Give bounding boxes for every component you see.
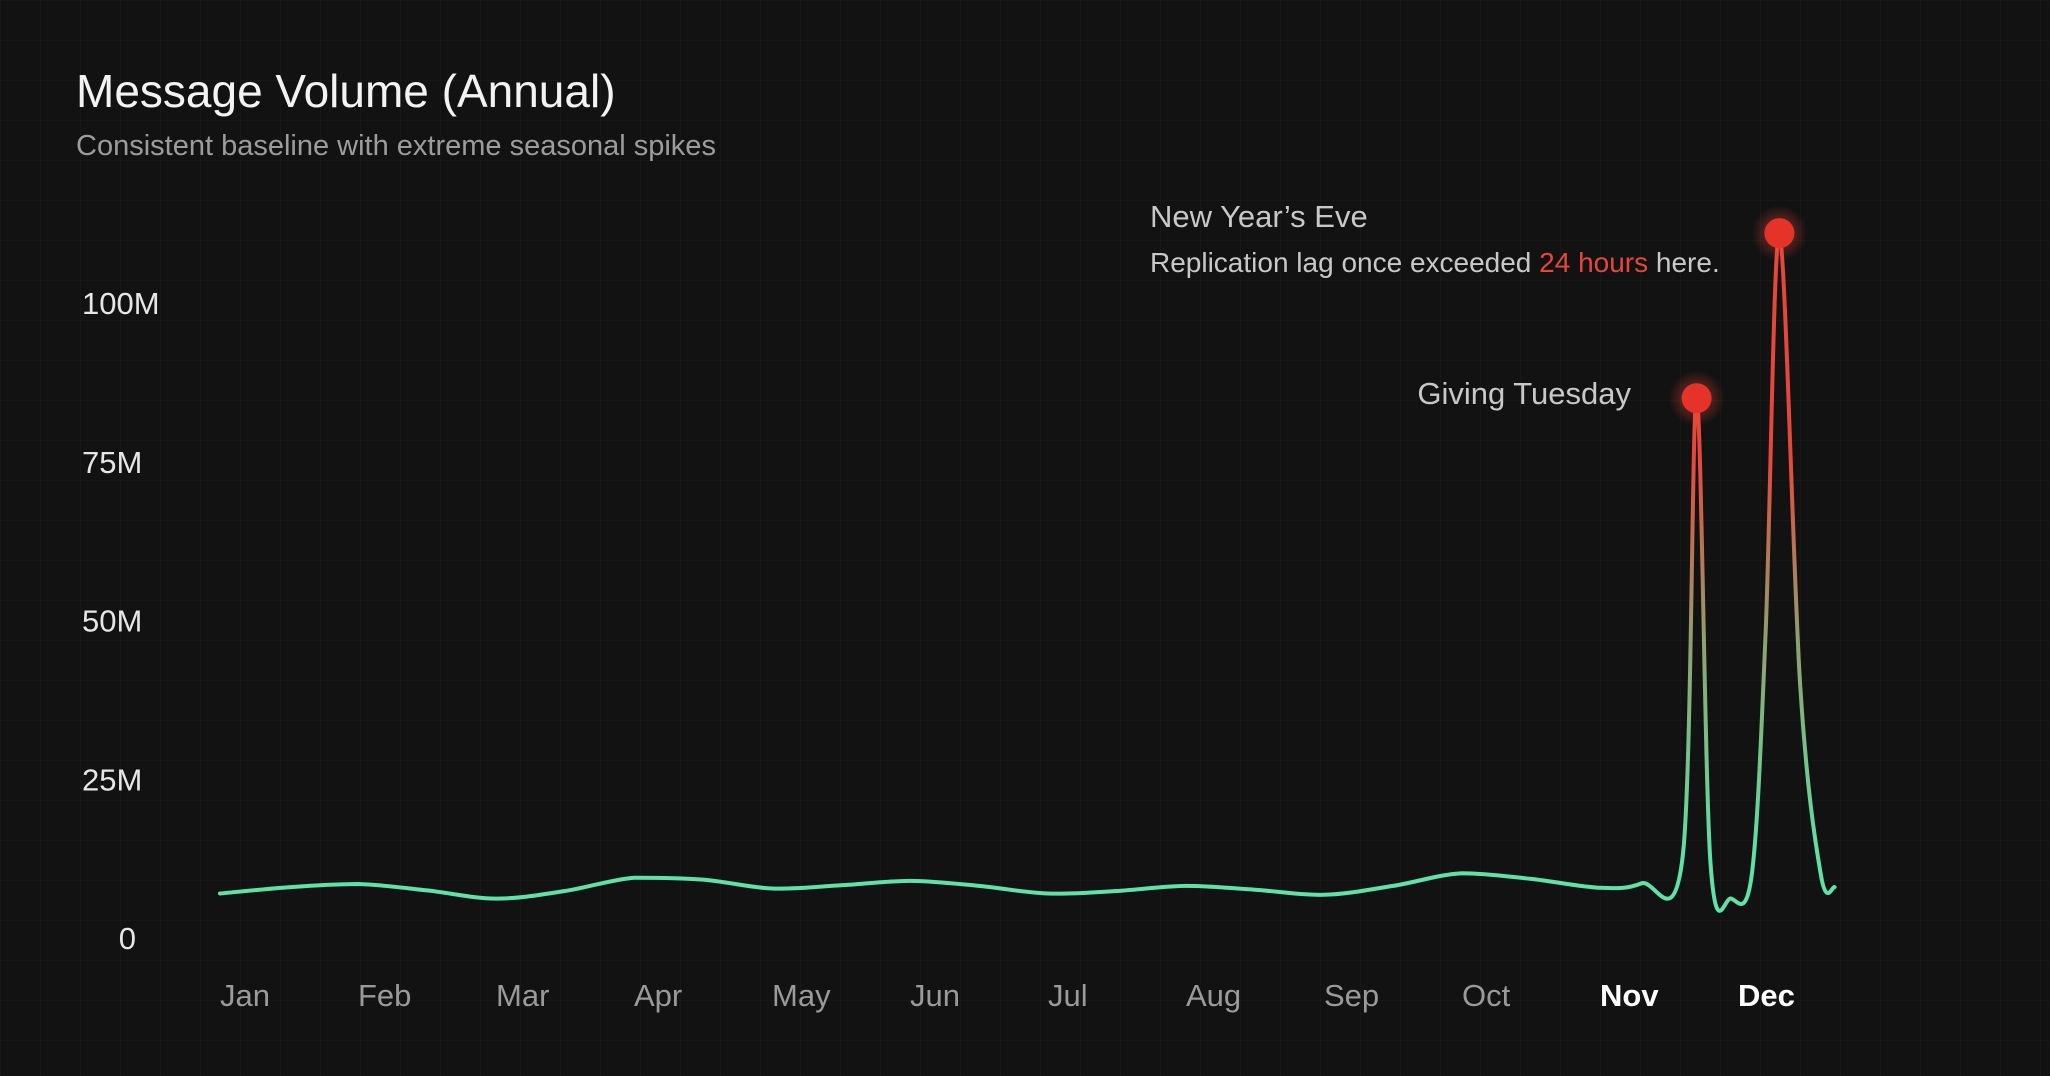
x-tick-label-aug: Aug	[1186, 978, 1241, 1013]
y-tick-label: 75M	[82, 445, 142, 480]
x-tick-label-oct: Oct	[1462, 978, 1511, 1013]
x-tick-label-nov: Nov	[1600, 978, 1659, 1013]
x-tick-label-jun: Jun	[910, 978, 960, 1013]
x-tick-label-sep: Sep	[1324, 978, 1379, 1013]
y-axis: 0 25M 50M 75M 100M	[82, 286, 160, 956]
x-tick-label-feb: Feb	[358, 978, 411, 1013]
y-tick-label: 25M	[82, 762, 142, 797]
x-tick-label-jan: Jan	[220, 978, 270, 1013]
x-tick-label-mar: Mar	[496, 978, 549, 1013]
x-tick-label-jul: Jul	[1048, 978, 1088, 1013]
x-tick-label-dec: Dec	[1738, 978, 1795, 1013]
x-tick-label-apr: Apr	[634, 978, 682, 1013]
spike-marker-new-years-eve	[1764, 218, 1795, 249]
x-axis: Jan Feb Mar Apr May Jun Jul Aug Sep Oct Nov Dec	[220, 978, 1795, 1013]
annotation-giving-tuesday-title: Giving Tuesday	[1417, 376, 1631, 411]
chart-subtitle: Consistent baseline with extreme seasona…	[76, 130, 716, 162]
annotation-new-years-eve-title: New Year’s Eve	[1150, 199, 1368, 234]
spike-markers	[1668, 205, 1808, 427]
spike-marker-giving-tuesday	[1681, 383, 1712, 414]
y-tick-label: 100M	[82, 286, 160, 321]
chart-title: Message Volume (Annual)	[76, 65, 616, 117]
y-tick-label: 0	[119, 921, 136, 956]
annotation-highlight: 24 hours	[1539, 247, 1648, 278]
series-line-message-volume	[218, 231, 1837, 913]
annotation-new-years-eve-note: Replication lag once exceeded 24 hours h…	[1150, 247, 1720, 278]
y-tick-label: 50M	[82, 604, 142, 639]
x-tick-label-may: May	[772, 978, 831, 1013]
